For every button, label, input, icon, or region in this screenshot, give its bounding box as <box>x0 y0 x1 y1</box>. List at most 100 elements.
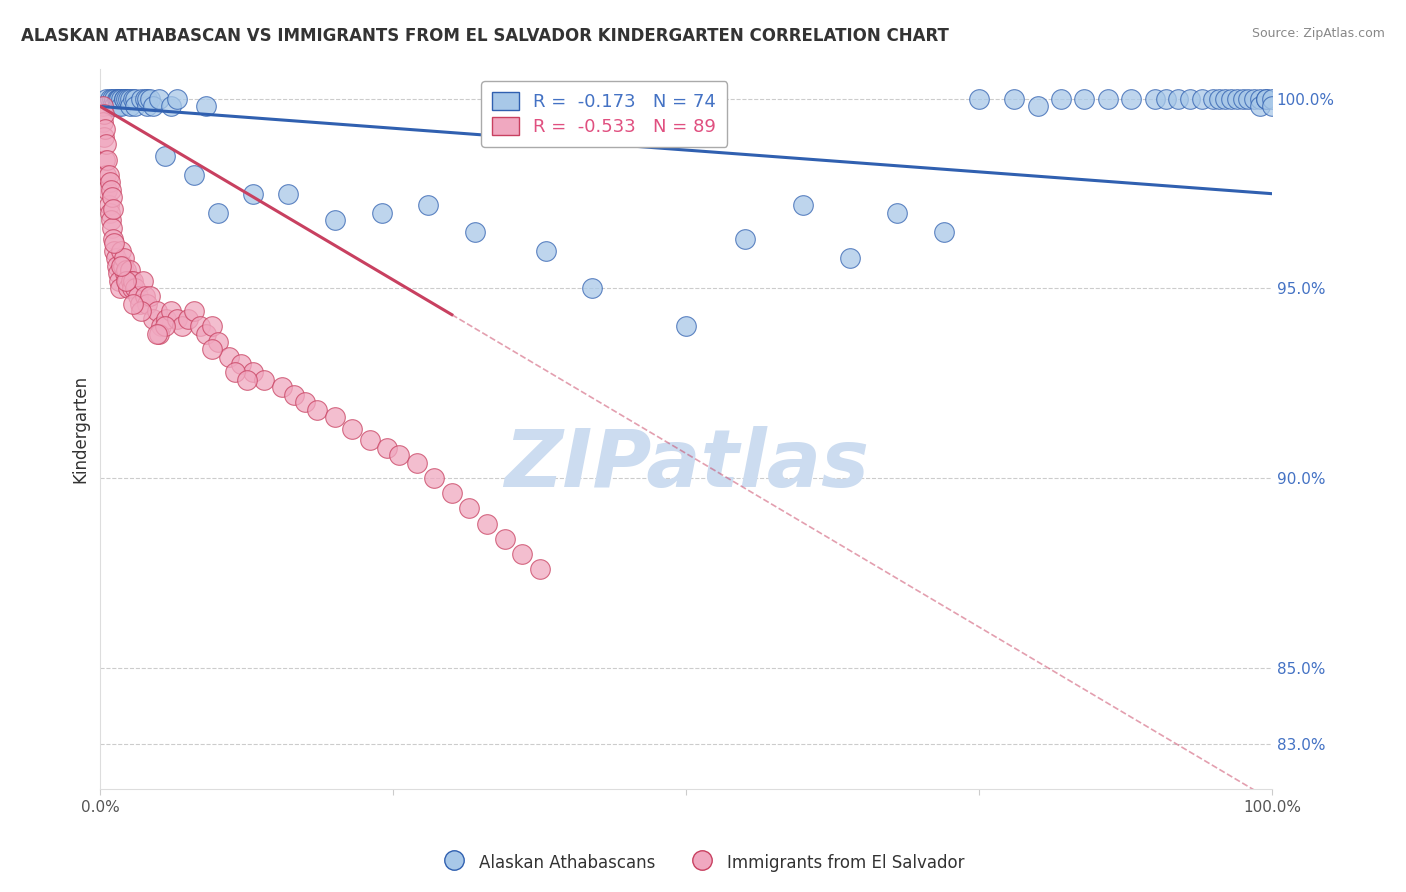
Point <box>98 175 121 189</box>
Point <box>112 92 135 106</box>
Point <box>108 274 131 288</box>
Point <box>110 259 132 273</box>
Point <box>166 311 188 326</box>
Point <box>177 311 200 326</box>
Point <box>1026 99 1049 113</box>
Point <box>120 274 142 288</box>
Point <box>108 92 131 106</box>
Point <box>307 402 329 417</box>
Point <box>96 168 118 182</box>
Point <box>218 350 240 364</box>
Point <box>153 319 176 334</box>
Y-axis label: Kindergarten: Kindergarten <box>72 375 89 483</box>
Point <box>129 296 152 310</box>
Point <box>122 274 145 288</box>
Point <box>458 501 481 516</box>
Point <box>581 281 603 295</box>
Point <box>115 262 138 277</box>
Point <box>115 92 138 106</box>
Point <box>131 304 153 318</box>
Point <box>101 190 124 204</box>
Point <box>150 319 173 334</box>
Point <box>1226 92 1249 106</box>
Point <box>96 92 118 106</box>
Point <box>98 92 121 106</box>
Point <box>529 562 551 576</box>
Point <box>138 289 160 303</box>
Point <box>103 244 125 258</box>
Point <box>1237 92 1260 106</box>
Point <box>114 266 136 280</box>
Point <box>475 516 498 531</box>
Point <box>194 326 217 341</box>
Point <box>1202 92 1225 106</box>
Point <box>1254 92 1277 106</box>
Legend: Alaskan Athabascans, Immigrants from El Salvador: Alaskan Athabascans, Immigrants from El … <box>434 846 972 880</box>
Point <box>159 304 181 318</box>
Point <box>1121 92 1143 106</box>
Point <box>97 198 120 212</box>
Point <box>127 289 149 303</box>
Point <box>242 365 264 379</box>
Point <box>1167 92 1189 106</box>
Point <box>675 319 697 334</box>
Point <box>734 232 756 246</box>
Point <box>1191 92 1213 106</box>
Point <box>122 92 145 106</box>
Legend: R =  -0.173   N = 74, R =  -0.533   N = 89: R = -0.173 N = 74, R = -0.533 N = 89 <box>481 81 727 147</box>
Point <box>110 99 132 113</box>
Point <box>423 471 446 485</box>
Point <box>1073 92 1095 106</box>
Point <box>104 251 127 265</box>
Point <box>494 532 516 546</box>
Point <box>118 99 141 113</box>
Text: ALASKAN ATHABASCAN VS IMMIGRANTS FROM EL SALVADOR KINDERGARTEN CORRELATION CHART: ALASKAN ATHABASCAN VS IMMIGRANTS FROM EL… <box>21 27 949 45</box>
Point <box>94 153 117 167</box>
Point <box>1097 92 1119 106</box>
Point <box>377 441 399 455</box>
Point <box>115 274 138 288</box>
Point <box>359 434 381 448</box>
Point <box>145 304 167 318</box>
Point <box>103 202 125 216</box>
Point <box>283 387 305 401</box>
Point <box>188 319 211 334</box>
Point <box>142 99 165 113</box>
Point <box>183 304 205 318</box>
Point <box>440 486 463 500</box>
Point <box>91 99 114 113</box>
Point <box>124 99 146 113</box>
Point <box>1050 92 1073 106</box>
Point <box>101 99 124 113</box>
Point <box>1156 92 1178 106</box>
Point <box>131 274 153 288</box>
Point <box>464 225 486 239</box>
Point <box>124 92 146 106</box>
Point <box>100 183 122 197</box>
Point <box>110 92 132 106</box>
Text: ZIPatlas: ZIPatlas <box>503 425 869 504</box>
Point <box>323 213 346 227</box>
Point <box>101 92 124 106</box>
Point <box>93 129 115 144</box>
Point <box>96 137 118 152</box>
Point <box>103 99 125 113</box>
Text: Source: ZipAtlas.com: Source: ZipAtlas.com <box>1251 27 1385 40</box>
Point <box>932 225 955 239</box>
Point <box>117 281 139 295</box>
Point <box>1208 92 1230 106</box>
Point <box>342 422 364 436</box>
Point <box>112 251 135 265</box>
Point <box>94 122 117 136</box>
Point <box>159 99 181 113</box>
Point <box>131 92 153 106</box>
Point <box>1232 92 1254 106</box>
Point <box>253 372 276 386</box>
Point <box>294 395 316 409</box>
Point <box>117 92 139 106</box>
Point <box>101 220 124 235</box>
Point <box>117 274 139 288</box>
Point <box>967 92 990 106</box>
Point <box>103 92 125 106</box>
Point <box>1219 92 1241 106</box>
